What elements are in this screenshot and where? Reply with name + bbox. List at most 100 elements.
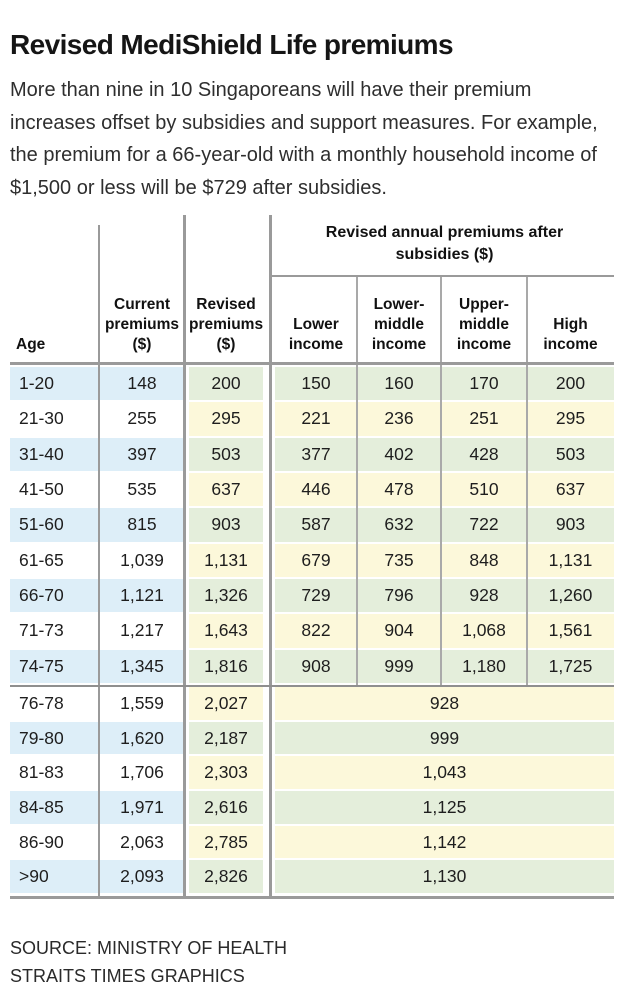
- subsidy-lower-middle-cell: 402: [357, 437, 441, 471]
- age-cell: 79-80: [10, 721, 100, 755]
- table-row: 66-70 1,121 1,326 729 796 928 1,260: [10, 578, 614, 614]
- revised-premium-cell: 1,131: [189, 543, 263, 577]
- age-cell: 71-73: [10, 614, 100, 648]
- age-cell: 76-78: [10, 687, 100, 720]
- section-divider-line: [10, 685, 614, 687]
- subsidy-lower-cell: 587: [275, 508, 357, 542]
- column-divider-line: [183, 215, 186, 898]
- revised-premium-cell: 2,303: [189, 756, 263, 790]
- age-cell: 66-70: [10, 578, 100, 613]
- revised-premium-cell: 295: [189, 402, 263, 436]
- subsidy-lower-middle-cell: 160: [357, 367, 441, 401]
- subsidy-lower-cell: 377: [275, 437, 357, 471]
- subsidy-lower-cell: 908: [275, 649, 357, 683]
- revised-premium-cell: 2,826: [189, 860, 263, 894]
- current-premium-cell: 2,093: [100, 860, 184, 894]
- revised-premium-cell: 903: [189, 508, 263, 542]
- subsidy-upper-middle-cell: 428: [441, 437, 527, 471]
- current-premium-cell: 397: [100, 437, 184, 471]
- current-premium-cell: 1,620: [100, 721, 184, 755]
- current-premium-cell: 1,217: [100, 614, 184, 648]
- table-row: 41-50 535 637 446 478 510 637: [10, 472, 614, 508]
- credit-line: STRAITS TIMES GRAPHICS: [10, 966, 245, 986]
- subsidy-lower-middle-cell: 236: [357, 402, 441, 436]
- subsidy-high-cell: 1,131: [527, 543, 614, 577]
- merged-subsidy-cell: 1,043: [275, 756, 614, 790]
- revised-premium-cell: 1,326: [189, 578, 263, 613]
- age-cell: 74-75: [10, 649, 100, 683]
- subsidy-lower-middle-cell: 796: [357, 578, 441, 613]
- revised-premium-cell: 2,785: [189, 825, 263, 859]
- table-body-lower: 76-78 1,559 2,027 928 79-80 1,620 2,187 …: [10, 687, 614, 895]
- column-header-lower-middle-income: Lower- middle income: [371, 296, 427, 353]
- table-row: 79-80 1,620 2,187 999: [10, 721, 614, 757]
- table-row: 51-60 815 903 587 632 722 903: [10, 508, 614, 543]
- subsidy-lower-middle-cell: 999: [357, 649, 441, 683]
- subsidy-lower-middle-cell: 478: [357, 472, 441, 507]
- column-header-age: Age: [16, 336, 46, 353]
- subsidy-column-divider-line: [356, 277, 358, 685]
- subsidy-upper-middle-cell: 251: [441, 402, 527, 436]
- subsidy-upper-middle-cell: 1,180: [441, 649, 527, 683]
- premiums-table: Revised annual premiums after subsidies …: [10, 215, 614, 907]
- merged-subsidy-cell: 1,142: [275, 825, 614, 859]
- table-row: 76-78 1,559 2,027 928: [10, 687, 614, 722]
- age-cell: 21-30: [10, 402, 100, 436]
- group-divider-line: [269, 215, 272, 898]
- table-bottom-line: [10, 896, 614, 899]
- current-premium-cell: 148: [100, 367, 184, 401]
- current-premium-cell: 255: [100, 402, 184, 436]
- column-divider-line: [98, 225, 100, 898]
- merged-subsidy-cell: 999: [275, 721, 614, 755]
- subsidy-high-cell: 1,725: [527, 649, 614, 683]
- merged-subsidy-cell: 928: [275, 687, 614, 720]
- subsidy-high-cell: 1,260: [527, 578, 614, 613]
- page-title: Revised MediShield Life premiums: [10, 28, 454, 60]
- table-row: 86-90 2,063 2,785 1,142: [10, 825, 614, 861]
- intro-text: More than nine in 10 Singaporeans will h…: [10, 79, 598, 199]
- subsidy-upper-middle-cell: 848: [441, 543, 527, 577]
- age-cell: 31-40: [10, 437, 100, 471]
- revised-premium-cell: 2,616: [189, 791, 263, 824]
- subsidy-lower-middle-cell: 632: [357, 508, 441, 542]
- age-cell: 81-83: [10, 756, 100, 790]
- table-row: 81-83 1,706 2,303 1,043: [10, 756, 614, 791]
- revised-premium-cell: 2,187: [189, 721, 263, 755]
- age-cell: >90: [10, 860, 100, 894]
- current-premium-cell: 2,063: [100, 825, 184, 859]
- subsidy-upper-middle-cell: 722: [441, 508, 527, 542]
- table-row: 31-40 397 503 377 402 428 503: [10, 437, 614, 473]
- subsidy-upper-middle-cell: 1,068: [441, 614, 527, 648]
- age-cell: 61-65: [10, 543, 100, 577]
- subsidy-lower-cell: 221: [275, 402, 357, 436]
- subsidy-column-divider-line: [526, 277, 528, 685]
- subsidy-lower-cell: 822: [275, 614, 357, 648]
- column-header-revised-premiums: Revised premiums ($): [189, 296, 264, 353]
- subsidy-lower-middle-cell: 735: [357, 543, 441, 577]
- revised-premium-cell: 1,816: [189, 649, 263, 683]
- table-body-upper: 1-20 148 200 150 160 170 200 21-30 255 2…: [10, 367, 614, 685]
- subsidy-high-cell: 1,561: [527, 614, 614, 648]
- current-premium-cell: 1,121: [100, 578, 184, 613]
- current-premium-cell: 815: [100, 508, 184, 542]
- revised-premium-cell: 503: [189, 437, 263, 471]
- table-row: 71-73 1,217 1,643 822 904 1,068 1,561: [10, 614, 614, 649]
- subsidy-column-divider-line: [440, 277, 442, 685]
- column-header-lower-income: Lower income: [288, 316, 344, 353]
- subsidy-lower-middle-cell: 904: [357, 614, 441, 648]
- table-row: 61-65 1,039 1,131 679 735 848 1,131: [10, 543, 614, 579]
- merged-subsidy-cell: 1,125: [275, 791, 614, 824]
- current-premium-cell: 1,706: [100, 756, 184, 790]
- subsidy-high-cell: 295: [527, 402, 614, 436]
- subsidy-upper-middle-cell: 928: [441, 578, 527, 613]
- age-cell: 51-60: [10, 508, 100, 542]
- subsidy-lower-cell: 150: [275, 367, 357, 401]
- header-divider-line: [10, 362, 614, 365]
- group-header-underline: [269, 275, 614, 277]
- column-header-upper-middle-income: Upper- middle income: [456, 296, 512, 353]
- table-row: 74-75 1,345 1,816 908 999 1,180 1,725: [10, 649, 614, 685]
- subsidy-lower-cell: 729: [275, 578, 357, 613]
- table-row: 1-20 148 200 150 160 170 200: [10, 367, 614, 402]
- column-header-current-premiums: Current premiums ($): [104, 296, 180, 353]
